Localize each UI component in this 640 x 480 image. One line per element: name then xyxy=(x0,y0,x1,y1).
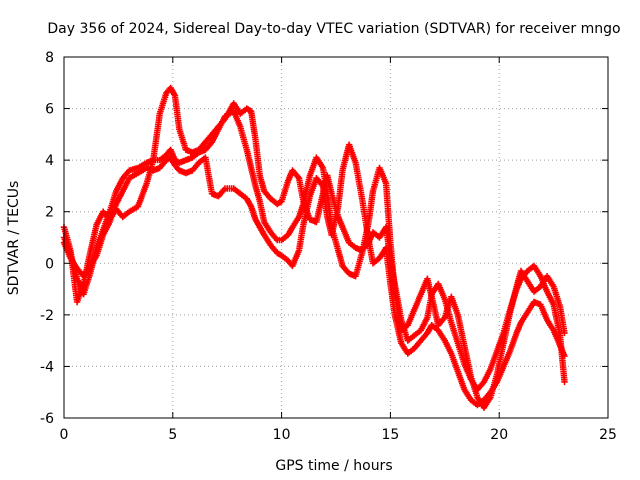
x-tick-label: 20 xyxy=(490,427,508,443)
y-tick-label: 2 xyxy=(45,205,54,221)
series-track-a xyxy=(60,84,568,393)
y-tick-label: 8 xyxy=(45,50,54,66)
chart-title: Day 356 of 2024, Sidereal Day-to-day VTE… xyxy=(47,21,620,37)
y-tick-label: 0 xyxy=(45,256,54,272)
x-tick-label: 25 xyxy=(599,427,617,443)
x-axis-label: GPS time / hours xyxy=(275,458,392,474)
plus-marker-path xyxy=(60,84,568,393)
x-tick-label: 10 xyxy=(273,427,291,443)
y-tick-label: 6 xyxy=(45,102,54,118)
x-tick-label: 0 xyxy=(60,427,69,443)
data-markers xyxy=(60,84,568,411)
plot-frame xyxy=(63,56,609,419)
x-tick-label: 15 xyxy=(381,427,399,443)
x-tick-label: 5 xyxy=(168,427,177,443)
y-tick-label: 4 xyxy=(45,153,54,169)
y-tick-label: -4 xyxy=(40,359,54,375)
y-tick-label: -2 xyxy=(40,308,54,324)
y-axis-label: SDTVAR / TECUs xyxy=(6,181,22,296)
y-tick-label: -6 xyxy=(40,411,54,427)
